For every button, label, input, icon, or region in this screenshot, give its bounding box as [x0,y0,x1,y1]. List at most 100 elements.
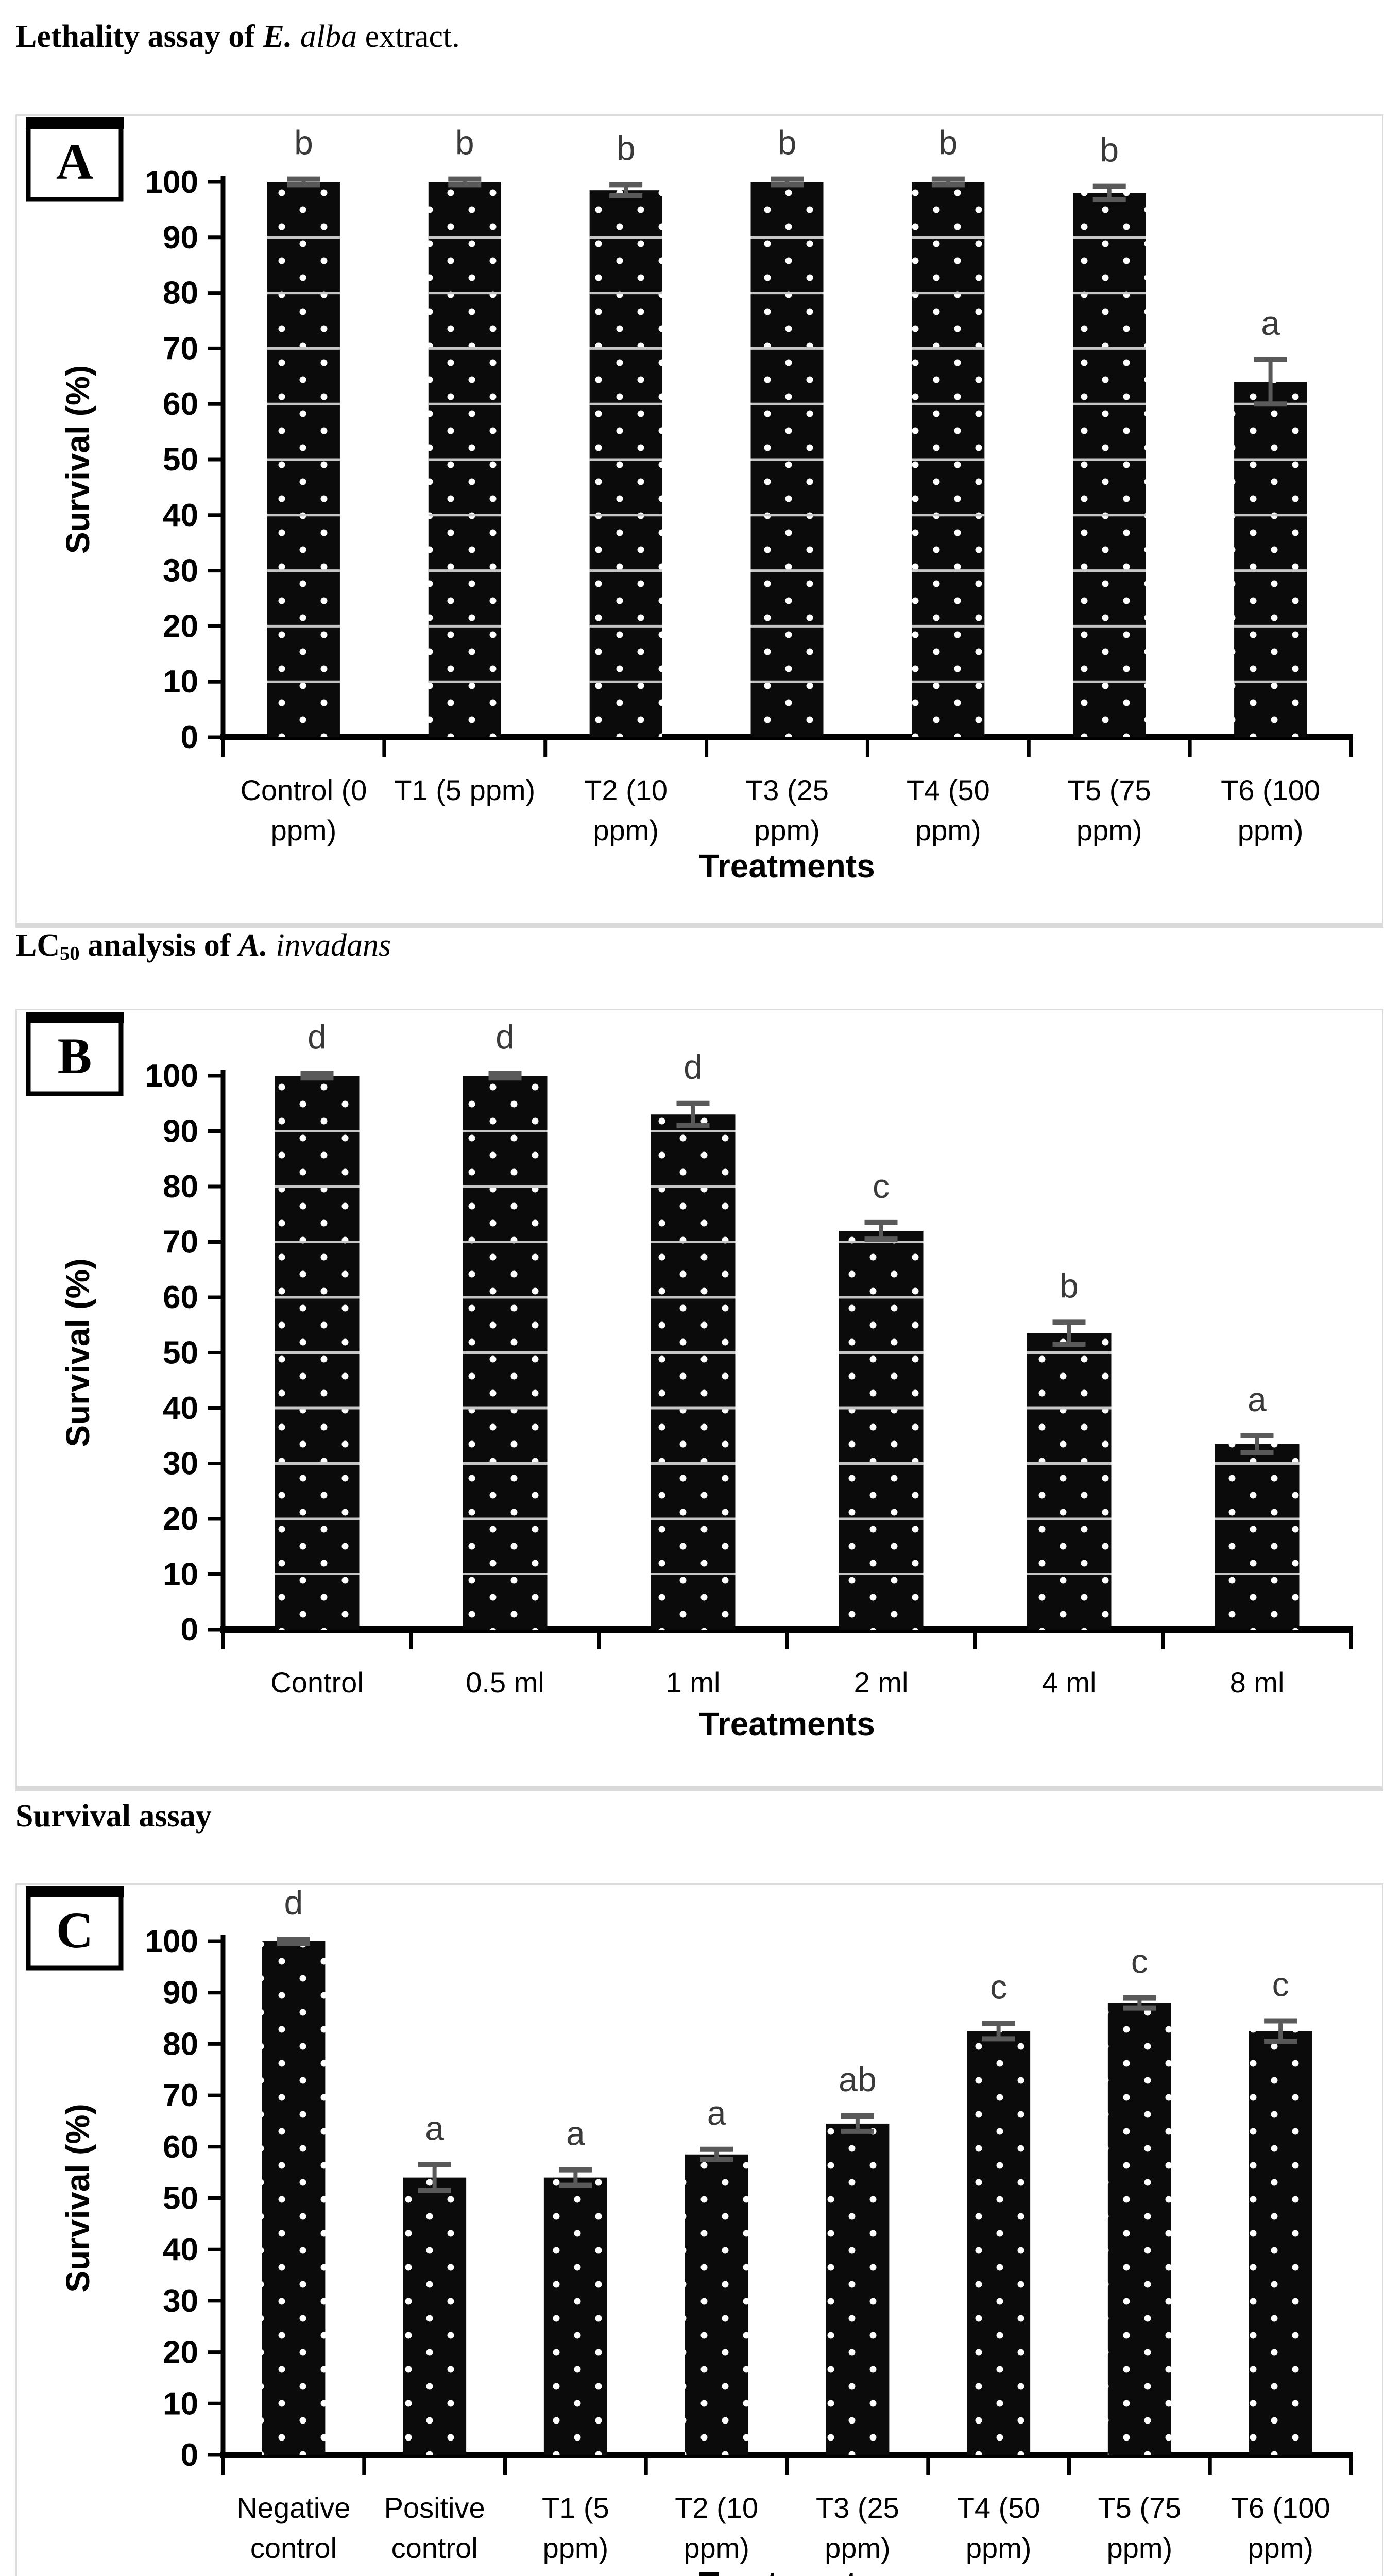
error-bar [1264,2018,1297,2044]
title-segment: Lethality assay of [15,19,263,54]
x-axis-title: Treatments [699,848,875,885]
significance-letter: b [455,124,474,162]
y-tick-label: 40 [163,2232,198,2267]
y-axis-title: Survival (%) [59,365,96,554]
y-axis-title: Survival (%) [59,2104,96,2292]
significance-letter: a [707,2094,726,2132]
y-axis-title: Survival (%) [59,1258,96,1447]
y-tick-label: 20 [163,608,198,644]
significance-letter: b [1100,131,1119,169]
bar [826,2123,890,2455]
y-tick-label: 60 [163,2129,198,2165]
significance-letter: c [873,1167,890,1205]
error-bar [300,1071,334,1081]
error-bar [700,2146,733,2162]
y-tick-label: 70 [163,1225,198,1260]
y-tick-label: 20 [163,1501,198,1537]
y-tick-label: 30 [163,2283,198,2319]
x-category-label: T5 (75 [1098,2492,1181,2524]
y-tick-label: 20 [163,2335,198,2370]
y-tick-label: 100 [145,1924,198,1959]
figure-b-title: LC50 analysis of A. invadans [15,927,391,964]
error-bar [676,1100,710,1128]
significance-letter: b [938,124,958,162]
y-tick-label: 80 [163,276,198,311]
title-segment [268,928,276,963]
x-category-label: T2 (10 [675,2492,758,2524]
y-tick-label: 10 [163,664,198,700]
panel-label-box: A [26,117,124,202]
title-segment: E. [263,19,293,54]
y-tick-label: 90 [163,1975,198,2011]
bar [1215,1444,1300,1630]
title-segment: extract. [357,19,460,54]
error-bar [864,1219,898,1242]
significance-letter: a [566,2114,585,2153]
x-category-label: T5 (75 [1068,774,1151,806]
figure-c-chart-panel: C 0 10 20 30 40 50 60 70 80 90 100 d Negative control a… [15,1883,1383,2576]
significance-letter: c [990,1968,1007,2006]
x-category-label: 0.5 ml [466,1666,544,1699]
x-category-label: T6 (100 [1231,2492,1330,2524]
error-bar [1052,1319,1086,1347]
y-tick-label: 70 [163,2078,198,2113]
error-bar [982,2021,1015,2042]
y-tick-label: 50 [163,442,198,478]
x-category-label: ppm) [1077,814,1142,846]
x-category-label: T2 (10 [584,774,668,806]
bar [839,1231,924,1630]
error-bar [1092,183,1126,202]
bar-chart-c: C 0 10 20 30 40 50 60 70 80 90 100 d Negative control a… [26,1884,1353,2576]
bar [589,190,662,738]
panel-label: B [58,1027,92,1084]
title-segment: alba [300,19,357,54]
bar [685,2154,748,2455]
y-tick-label: 50 [163,2181,198,2216]
y-tick-label: 40 [163,1391,198,1426]
x-category-label: ppm) [966,2532,1032,2564]
y-tick-label: 50 [163,1335,198,1371]
figure-b-chart-panel: B 0 10 20 30 40 50 60 70 80 90 100 d Control d 0.5 ml d 1… [15,1009,1383,1791]
significance-letter: b [294,124,313,162]
bar [1107,2003,1171,2455]
x-category-label: ppm) [825,2532,891,2564]
y-tick-label: 30 [163,553,198,589]
figure-c-title: Survival assay [15,1798,212,1835]
significance-letter: d [307,1018,327,1056]
bar [543,2177,607,2455]
bar [403,2177,467,2455]
figure-a-chart-panel: A 0 10 20 30 40 50 60 70 80 90 100 b Control (0 ppm) b T… [15,114,1383,928]
significance-letter: b [778,124,797,162]
title-segment: Survival assay [15,1799,212,1834]
x-category-label: ppm) [543,2532,609,2564]
panel-label: A [56,133,93,190]
bar [967,2031,1031,2455]
y-tick-label: 90 [163,1114,198,1149]
y-tick-label: 30 [163,1446,198,1482]
significance-letter: d [284,1884,303,1922]
error-bar [771,176,804,188]
bar-chart-a: A 0 10 20 30 40 50 60 70 80 90 100 b Control (0 ppm) b T… [26,117,1353,885]
error-bar [559,2167,592,2188]
y-tick-label: 80 [163,2026,198,2062]
x-category-label: T3 (25 [745,774,829,806]
error-bar [1254,357,1287,407]
bar [651,1114,736,1630]
significance-letter: d [684,1048,703,1086]
error-bar [277,1937,310,1946]
y-tick-label: 60 [163,386,198,422]
x-category-label: 2 ml [854,1666,909,1699]
significance-letter: c [1272,1965,1289,2004]
panel-label-box: B [26,1012,124,1096]
bar [1234,382,1307,737]
bar [1027,1333,1112,1630]
significance-letter: a [1248,1380,1267,1418]
title-segment: 50 [60,943,80,965]
x-category-label: T4 (50 [957,2492,1040,2524]
error-bar [931,176,965,188]
x-category-label: ppm) [1248,2532,1313,2564]
x-category-label: T1 (5 ppm) [394,774,535,806]
y-tick-label: 40 [163,498,198,533]
y-tick-label: 60 [163,1280,198,1315]
title-segment: LC [15,928,60,963]
